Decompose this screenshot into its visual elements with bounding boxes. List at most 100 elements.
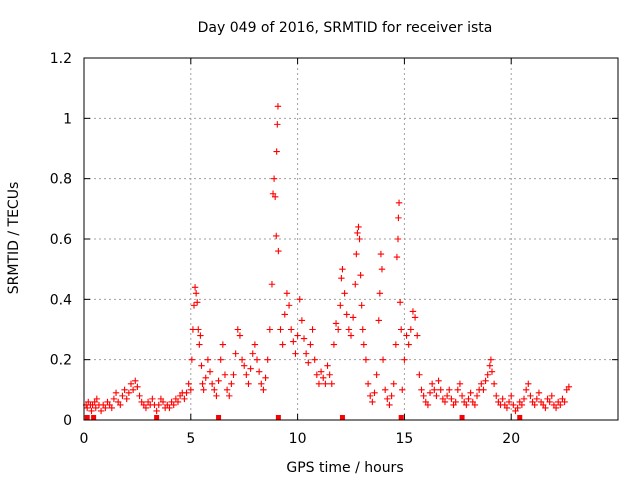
data-point bbox=[531, 401, 538, 409]
data-point bbox=[341, 290, 348, 297]
data-point bbox=[525, 380, 532, 387]
data-point bbox=[395, 214, 402, 222]
data-point bbox=[241, 362, 248, 369]
data-point bbox=[302, 350, 310, 357]
data-point bbox=[217, 356, 224, 363]
data-point bbox=[514, 404, 521, 412]
data-point bbox=[208, 380, 216, 387]
data-point bbox=[191, 284, 199, 291]
data-point bbox=[548, 392, 555, 400]
data-point bbox=[508, 392, 515, 400]
data-point bbox=[132, 377, 139, 384]
data-point bbox=[420, 392, 427, 400]
data-point bbox=[375, 317, 382, 324]
data-point bbox=[488, 368, 496, 375]
data-point bbox=[264, 356, 271, 363]
data-point bbox=[478, 380, 485, 387]
x-tick-label: 0 bbox=[80, 431, 89, 447]
data-point bbox=[181, 395, 188, 403]
data-point bbox=[251, 341, 259, 348]
data-point bbox=[153, 407, 160, 415]
data-point bbox=[373, 371, 380, 378]
data-point bbox=[279, 341, 286, 348]
data-point bbox=[271, 193, 279, 200]
data-point bbox=[416, 371, 423, 378]
data-point bbox=[266, 326, 274, 333]
data-point bbox=[149, 395, 156, 403]
data-point bbox=[174, 398, 182, 406]
data-point bbox=[311, 356, 318, 363]
data-point bbox=[296, 296, 303, 303]
data-point bbox=[213, 392, 220, 400]
data-point bbox=[332, 320, 340, 327]
data-point bbox=[195, 326, 202, 333]
data-point bbox=[183, 389, 190, 397]
data-point bbox=[108, 404, 115, 412]
data-point bbox=[159, 398, 167, 406]
data-point bbox=[345, 326, 353, 333]
data-point bbox=[347, 332, 355, 339]
data-point bbox=[129, 386, 137, 394]
data-point bbox=[317, 368, 325, 375]
data-point bbox=[561, 398, 568, 406]
data-point bbox=[228, 380, 235, 387]
data-point bbox=[309, 326, 316, 333]
data-point bbox=[219, 341, 227, 348]
data-point bbox=[395, 199, 403, 206]
data-point bbox=[527, 392, 534, 400]
data-point bbox=[465, 395, 472, 403]
data-point bbox=[200, 386, 207, 394]
data-point bbox=[221, 371, 229, 378]
data-point bbox=[188, 356, 196, 363]
data-point bbox=[463, 401, 470, 409]
data-point bbox=[330, 341, 338, 348]
data-point bbox=[490, 380, 498, 387]
data-point bbox=[486, 362, 494, 369]
y-tick-label: 0.2 bbox=[50, 353, 72, 369]
gap-marker bbox=[275, 415, 281, 420]
data-point bbox=[194, 299, 201, 306]
gap-marker bbox=[459, 415, 465, 420]
data-point bbox=[187, 386, 194, 394]
data-point bbox=[471, 401, 479, 409]
ticks-layer: 0 0.2 0.4 0.6 0.8 1 1.2 0 5 10 15 20 bbox=[50, 51, 618, 447]
data-point bbox=[245, 380, 252, 387]
data-point bbox=[484, 371, 491, 378]
data-point bbox=[355, 223, 362, 231]
chart-title: Day 049 of 2016, SRMTID for receiver ist… bbox=[198, 20, 493, 36]
data-point bbox=[542, 404, 549, 412]
data-point bbox=[441, 398, 449, 406]
data-point bbox=[119, 392, 126, 400]
data-point bbox=[270, 175, 278, 182]
data-point bbox=[92, 404, 99, 412]
gap-marker bbox=[154, 415, 160, 420]
data-point bbox=[226, 392, 233, 400]
data-point bbox=[192, 290, 200, 297]
data-point bbox=[127, 380, 135, 387]
data-point bbox=[505, 398, 513, 406]
data-point bbox=[97, 407, 105, 415]
data-point bbox=[273, 232, 280, 240]
data-point bbox=[338, 275, 345, 282]
data-point bbox=[343, 311, 350, 318]
x-axis-label: GPS time / hours bbox=[286, 460, 403, 476]
data-point bbox=[411, 314, 419, 321]
data-point bbox=[313, 371, 321, 378]
data-point bbox=[533, 395, 541, 403]
data-point bbox=[364, 380, 372, 387]
data-point bbox=[292, 350, 299, 357]
data-point bbox=[204, 356, 212, 363]
data-point bbox=[337, 302, 344, 309]
data-point bbox=[274, 121, 281, 128]
data-point bbox=[399, 386, 406, 394]
data-point bbox=[518, 401, 526, 409]
data-point bbox=[334, 326, 342, 333]
data-point bbox=[121, 386, 128, 394]
data-point bbox=[557, 401, 564, 409]
data-point bbox=[117, 401, 124, 409]
data-point bbox=[290, 338, 297, 345]
data-point bbox=[88, 407, 95, 415]
data-point bbox=[473, 392, 481, 400]
data-point bbox=[298, 317, 306, 324]
data-point bbox=[356, 235, 363, 243]
